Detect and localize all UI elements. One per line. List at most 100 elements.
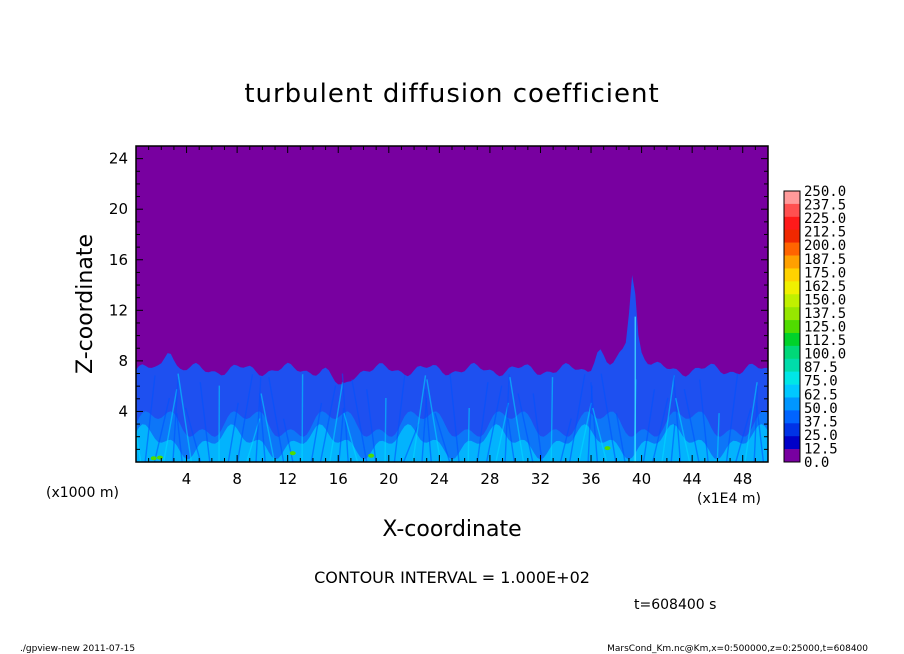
plume-streak	[177, 373, 193, 462]
plume-streak	[282, 418, 294, 462]
colorbar-level-label: 162.5	[804, 279, 846, 295]
plume-streak	[329, 382, 344, 462]
colorbar-swatch	[784, 423, 800, 437]
colorbar-swatch	[784, 242, 800, 256]
speckle	[150, 456, 157, 461]
plume-streak	[144, 375, 156, 462]
colorbar-level-label: 187.5	[804, 252, 846, 268]
plume-streak	[260, 393, 276, 462]
plume-streak	[753, 385, 759, 462]
x-tick-label: 44	[683, 470, 702, 488]
colorbar-swatch	[784, 268, 800, 282]
plume-streak	[301, 374, 304, 462]
speckle	[368, 453, 375, 458]
colorbar-level-label: 125.0	[804, 320, 846, 336]
chart-title: turbulent diffusion coefficient	[244, 79, 659, 109]
y-tick-label: 12	[109, 301, 128, 319]
colorbar-level-label: 50.0	[804, 401, 838, 417]
plume-streak	[351, 379, 368, 462]
plume-streak	[735, 407, 752, 462]
colorbar-level-label: 250.0	[804, 184, 846, 200]
footer-left: ./gpview-new 2011-07-15	[20, 644, 135, 654]
colorbar: 250.0237.5225.0212.5200.0187.5175.0162.5…	[783, 184, 846, 471]
speckle	[157, 455, 164, 460]
colorbar-swatch	[784, 255, 800, 269]
plume-streak	[319, 385, 337, 462]
plume-streak	[615, 413, 626, 462]
plume-streak	[393, 375, 406, 462]
plume-streak	[600, 373, 617, 462]
x-axis-label: X-coordinate	[382, 517, 521, 542]
colorbar-level-label: 225.0	[804, 211, 846, 227]
colorbar-swatch	[784, 307, 800, 321]
y-scale-label: (x1000 m)	[46, 485, 119, 501]
plume-streak	[642, 389, 656, 462]
plume-streak	[424, 389, 432, 462]
colorbar-swatch	[784, 384, 800, 398]
x-scale-label: (x1E4 m)	[697, 491, 761, 507]
plume-streak	[343, 413, 359, 462]
colorbar-level-label: 100.0	[804, 347, 846, 363]
y-axis-label: Z-coordinate	[73, 234, 98, 374]
colorbar-level-label: 200.0	[804, 238, 846, 254]
colorbar-level-label: 12.5	[804, 441, 838, 457]
plume-streak	[136, 428, 142, 462]
colorbar-level-label: 87.5	[804, 360, 838, 376]
plume-streak	[338, 407, 345, 462]
colorbar-swatch	[784, 294, 800, 308]
speckle	[604, 446, 611, 451]
colorbar-swatch	[784, 410, 800, 424]
colorbar-level-label: 62.5	[804, 387, 838, 403]
colorbar-level-label: 112.5	[804, 333, 846, 349]
plume-streak	[258, 393, 266, 462]
colorbar-frame	[783, 190, 801, 463]
footer-right: MarsCond_Km.nc@Km,x=0:500000,z=0:25000,t…	[607, 644, 868, 654]
plume-streak	[255, 377, 262, 462]
plume-streak	[449, 373, 460, 462]
x-tick-label: 32	[531, 470, 550, 488]
plume-streak	[236, 374, 254, 462]
plume-streak	[185, 407, 202, 462]
colorbar-level-label: 0.0	[804, 455, 829, 471]
y-axis-ticks: 4 8 12 16 20 24	[109, 145, 768, 463]
colorbar-swatch	[784, 203, 800, 218]
x-tick-label: 36	[581, 470, 600, 488]
contour-interval-label: CONTOUR INTERVAL = 1.000E+02	[314, 568, 590, 587]
x-tick-label: 20	[379, 470, 398, 488]
plume-streak	[675, 397, 691, 462]
plume-streak	[153, 397, 171, 462]
plume-streak	[310, 402, 323, 462]
x-tick-label: 16	[329, 470, 348, 488]
plume-streak	[476, 382, 489, 462]
plume-streak	[199, 382, 211, 462]
plume-streak	[550, 377, 554, 462]
colorbar-swatch	[784, 281, 800, 295]
plume-streak	[467, 407, 470, 462]
colorbar-level-label: 150.0	[804, 292, 846, 308]
colorbar-swatch	[784, 358, 800, 372]
speckle	[289, 451, 296, 456]
field-shading	[136, 275, 768, 462]
plume-streak	[559, 418, 572, 462]
plume-streak	[725, 373, 739, 462]
x-tick-label: 48	[733, 470, 752, 488]
time-label: t=608400 s	[634, 597, 716, 613]
plume-streak	[509, 376, 525, 462]
colorbar-swatch	[784, 332, 800, 347]
colorbar-level-label: 25.0	[804, 428, 838, 444]
colorbar-swatch	[784, 449, 800, 463]
plume-streak	[683, 389, 700, 462]
plume-streak	[485, 385, 503, 462]
y-tick-label: 4	[118, 402, 128, 420]
plume-streak	[434, 412, 451, 462]
x-tick-label: 4	[182, 470, 192, 488]
plume-streak	[268, 376, 285, 462]
plume-streak	[532, 393, 543, 462]
colorbar-swatch	[784, 229, 800, 243]
plume-streak	[426, 379, 442, 462]
colorbar-level-label: 37.5	[804, 414, 838, 430]
colorbar-level-label: 137.5	[804, 306, 846, 322]
colorbar-level-label: 212.5	[804, 225, 846, 241]
y-tick-label: 8	[118, 352, 128, 370]
